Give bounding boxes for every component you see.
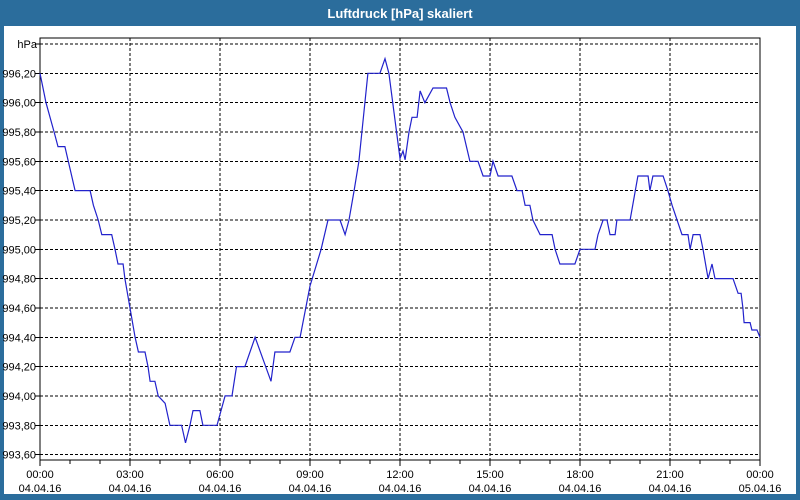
x-tick-time-label: 18:00 [566, 469, 594, 481]
chart-area: hPa 996,20 996,00 995,80 995,60 995,40 995,20 9… [2, 26, 796, 495]
x-tick-date-label: 04.04.16 [109, 483, 152, 495]
y-axis-unit-label: hPa [17, 39, 37, 51]
x-tick-time-label: 09:00 [296, 469, 324, 481]
x-tick-date-label: 05.04.16 [739, 483, 782, 495]
y-tick-label: 996,20 [2, 68, 36, 80]
y-tick-label: 994,00 [2, 391, 36, 403]
pressure-line [39, 56, 761, 444]
y-tick-label: 996,00 [2, 98, 36, 110]
x-tick-time-label: 00:00 [746, 469, 774, 481]
y-tick-label: 994,80 [2, 274, 36, 286]
window-titlebar[interactable]: Luftdruck [hPa] skaliert [0, 0, 800, 26]
x-tick-date-label: 04.04.16 [559, 483, 602, 495]
y-tick-label: 995,20 [2, 215, 36, 227]
y-tick-label: 994,60 [2, 303, 36, 315]
y-tick-label: 993,80 [2, 420, 36, 432]
y-tick-label: 995,00 [2, 244, 36, 256]
x-tick-time-label: 21:00 [656, 469, 684, 481]
x-tick-time-label: 12:00 [386, 469, 414, 481]
gridlines [40, 38, 760, 460]
x-tick-date-label: 04.04.16 [469, 483, 512, 495]
x-axis-labels: 00:00 04.04.16 03:00 04.04.16 06:00 04.04.16 0… [19, 469, 782, 495]
x-tick-date-label: 04.04.16 [19, 483, 62, 495]
y-tick-label: 994,40 [2, 332, 36, 344]
x-tick-date-label: 04.04.16 [199, 483, 242, 495]
y-axis-labels: hPa 996,20 996,00 995,80 995,60 995,40 995,20 9… [2, 39, 38, 462]
x-tick-time-label: 00:00 [26, 469, 54, 481]
x-tick-time-label: 15:00 [476, 469, 504, 481]
y-tick-label: 994,20 [2, 362, 36, 374]
y-tick-label: 995,80 [2, 127, 36, 139]
x-tick-time-label: 03:00 [116, 469, 144, 481]
y-tick-label: 993,60 [2, 450, 36, 462]
pressure-series [39, 56, 761, 444]
y-tick-label: 995,60 [2, 156, 36, 168]
x-tick-date-label: 04.04.16 [289, 483, 332, 495]
x-tick-date-label: 04.04.16 [649, 483, 692, 495]
tick-marks [35, 43, 761, 466]
window-title: Luftdruck [hPa] skaliert [327, 5, 473, 21]
x-tick-time-label: 06:00 [206, 469, 234, 481]
y-tick-label: 995,40 [2, 186, 36, 198]
x-tick-date-label: 04.04.16 [379, 483, 422, 495]
